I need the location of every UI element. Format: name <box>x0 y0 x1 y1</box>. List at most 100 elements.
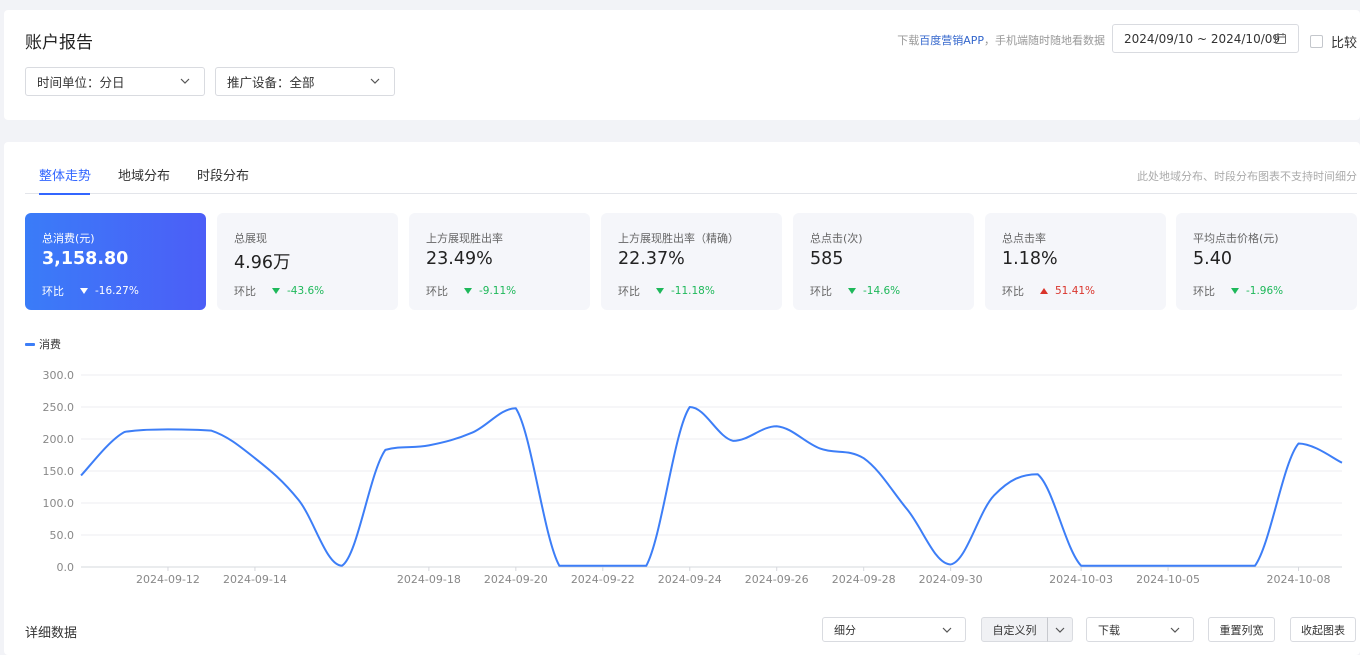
metric-label: 总点击率 <box>1002 232 1046 245</box>
x-tick-label: 2024-09-20 <box>484 573 548 586</box>
metric-card-total-cost[interactable]: 总消费(元) 3,158.80 环比 -16.27% <box>25 213 206 310</box>
compare-text: 环比 <box>618 285 640 298</box>
compare-text: 环比 <box>810 285 832 298</box>
calendar-icon <box>1275 33 1286 44</box>
metric-card-clicks[interactable]: 总点击(次) 585 环比 -14.6% <box>793 213 974 310</box>
report-tabs: 整体走势 地域分布 时段分布 此处地域分布、时段分布图表不支持时间细分 <box>25 142 1357 195</box>
metric-value: 4.96万 <box>234 253 291 273</box>
time-unit-select[interactable]: 时间单位：分日 <box>25 67 205 96</box>
metric-compare: 环比 -43.6% <box>234 283 324 299</box>
compare-text: 环比 <box>42 285 64 298</box>
legend-label: 消费 <box>39 338 61 351</box>
series-line-cost <box>80 406 1343 567</box>
x-tick-label: 2024-09-12 <box>136 573 200 586</box>
metric-value: 1.18% <box>1002 249 1058 269</box>
device-select[interactable]: 推广设备：全部 <box>215 67 395 96</box>
metric-compare: 环比 -14.6% <box>810 283 900 299</box>
data-point <box>253 456 257 460</box>
data-point <box>296 498 300 502</box>
app-tip-suffix: ，手机端随时随地看数据 <box>984 34 1105 47</box>
metric-compare: 环比 -9.11% <box>426 283 516 299</box>
compare-toggle[interactable]: 比较 <box>1310 32 1357 51</box>
data-point <box>731 439 735 443</box>
triangle-down-icon <box>1231 288 1239 294</box>
custom-columns-button[interactable]: 自定义列 <box>981 617 1048 642</box>
cost-trend-chart: 0.0 50.0 100.0 150.0 200.0 250.0 300.0 2024-09-… <box>43 369 1344 586</box>
tab-region[interactable]: 地域分布 <box>118 169 171 184</box>
x-tick-label: 2024-09-30 <box>919 573 983 586</box>
data-point <box>775 424 779 428</box>
metric-card-top-impression-rate-exact[interactable]: 上方展现胜出率（精确） 22.37% 环比 -11.18% <box>601 213 782 310</box>
legend-swatch <box>25 342 35 346</box>
data-point <box>949 562 953 566</box>
triangle-down-icon <box>848 288 856 294</box>
tab-time-period[interactable]: 时段分布 <box>197 169 250 184</box>
metric-change: -43.6% <box>287 285 325 297</box>
metric-card-ctr[interactable]: 总点击率 1.18% 环比 51.41% <box>985 213 1166 310</box>
compare-text: 环比 <box>1193 285 1215 298</box>
metric-label: 上方展现胜出率（精确） <box>618 232 739 245</box>
triangle-down-icon <box>80 288 88 294</box>
data-point <box>688 405 692 409</box>
chevron-down-icon <box>942 627 952 633</box>
data-point <box>209 429 213 433</box>
x-tick-label: 2024-10-08 <box>1267 573 1331 586</box>
breakdown-select[interactable]: 细分 <box>822 617 966 642</box>
data-point <box>122 430 126 434</box>
metric-label: 总消费(元) <box>42 232 95 245</box>
data-point <box>1340 461 1344 465</box>
time-unit-value: 时间单位：分日 <box>37 75 125 90</box>
data-point <box>557 564 561 568</box>
metric-label: 总点击(次) <box>810 232 863 245</box>
metric-compare: 环比 -1.96% <box>1193 283 1283 299</box>
data-point <box>470 431 474 435</box>
x-tick-label: 2024-09-24 <box>658 573 722 586</box>
chart-legend[interactable]: 消费 <box>25 336 61 352</box>
metric-change: 51.41% <box>1055 285 1096 297</box>
data-point <box>427 443 431 447</box>
metric-card-avg-cpc[interactable]: 平均点击价格(元) 5.40 环比 -1.96% <box>1176 213 1357 310</box>
x-tick-label: 2024-09-14 <box>223 573 287 586</box>
custom-columns-menu-button[interactable] <box>1047 617 1073 642</box>
data-point <box>1036 472 1040 476</box>
compare-label: 比较 <box>1331 36 1358 51</box>
metric-compare: 环比 -11.18% <box>618 283 715 299</box>
metric-label: 总展现 <box>234 232 267 245</box>
data-point <box>340 564 344 568</box>
collapse-chart-button[interactable]: 收起图表 <box>1290 617 1356 642</box>
data-point <box>862 456 866 460</box>
data-point <box>383 448 387 452</box>
data-point <box>1253 564 1257 568</box>
y-tick-label: 200.0 <box>43 433 75 446</box>
tab-overall-trend[interactable]: 整体走势 <box>39 169 92 184</box>
metric-compare: 环比 -16.27% <box>42 283 139 299</box>
reset-column-width-button[interactable]: 重置列宽 <box>1208 617 1275 642</box>
metric-change: -16.27% <box>95 285 139 297</box>
chevron-down-icon <box>180 78 190 84</box>
data-point <box>601 564 605 568</box>
metric-card-impressions[interactable]: 总展现 4.96万 环比 -43.6% <box>217 213 398 310</box>
y-tick-label: 0.0 <box>57 561 75 574</box>
triangle-up-icon <box>1040 288 1048 294</box>
x-tick-label: 2024-09-18 <box>397 573 461 586</box>
data-point <box>992 493 996 497</box>
metric-label: 上方展现胜出率 <box>426 232 503 245</box>
download-select[interactable]: 下载 <box>1086 617 1194 642</box>
metric-card-top-impression-rate[interactable]: 上方展现胜出率 23.49% 环比 -9.11% <box>409 213 590 310</box>
app-tip-prefix: 下载 <box>897 34 920 47</box>
metric-change: -9.11% <box>479 285 517 297</box>
detail-data-title: 详细数据 <box>25 626 78 641</box>
data-point <box>1210 564 1214 568</box>
app-download-link[interactable]: 百度营销APP <box>919 34 984 47</box>
metric-value: 23.49% <box>426 249 493 269</box>
chevron-down-icon <box>370 78 380 84</box>
compare-text: 环比 <box>1002 285 1024 298</box>
metric-value: 585 <box>810 249 844 269</box>
metric-change: -11.18% <box>671 285 715 297</box>
breakdown-value: 细分 <box>834 623 856 637</box>
data-point <box>1166 564 1170 568</box>
data-point <box>905 507 909 511</box>
compare-checkbox[interactable] <box>1310 35 1323 48</box>
date-range-picker[interactable]: 2024/09/10 ~ 2024/10/09 <box>1112 24 1299 53</box>
x-tick-label: 2024-10-03 <box>1049 573 1113 586</box>
